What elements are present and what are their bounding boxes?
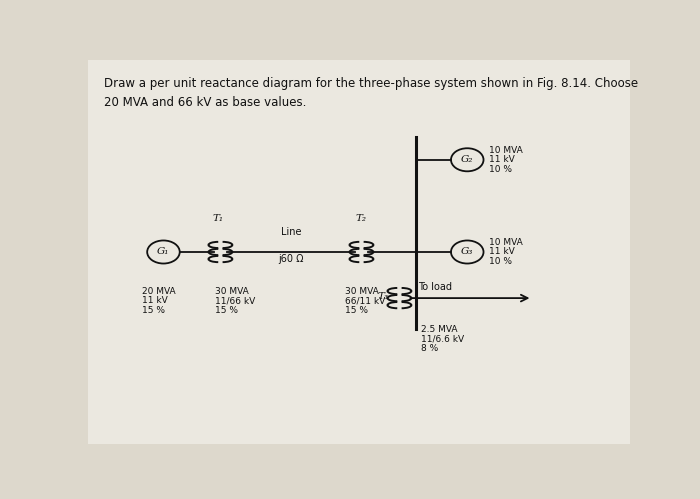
Text: 11 kV: 11 kV: [141, 296, 167, 305]
Text: G₁: G₁: [158, 248, 169, 256]
Text: 15 %: 15 %: [345, 306, 368, 315]
Text: Line: Line: [281, 227, 301, 237]
Text: G₃: G₃: [461, 248, 473, 256]
Text: 10 MVA: 10 MVA: [489, 146, 523, 155]
Text: T₁: T₁: [212, 214, 223, 223]
Text: 20 MVA: 20 MVA: [141, 286, 176, 295]
Text: j60 Ω: j60 Ω: [278, 254, 304, 264]
Text: T₂: T₂: [356, 214, 367, 223]
Text: 20 MVA and 66 kV as base values.: 20 MVA and 66 kV as base values.: [104, 96, 306, 109]
Text: 15 %: 15 %: [215, 306, 238, 315]
Text: 11/66 kV: 11/66 kV: [215, 296, 256, 305]
Text: 11/6.6 kV: 11/6.6 kV: [421, 335, 464, 344]
Text: 11 kV: 11 kV: [489, 247, 514, 256]
Text: 10 %: 10 %: [489, 257, 512, 266]
Text: 30 MVA: 30 MVA: [215, 286, 248, 295]
Text: To load: To load: [419, 282, 452, 292]
Text: Draw a per unit reactance diagram for the three-phase system shown in Fig. 8.14.: Draw a per unit reactance diagram for th…: [104, 77, 638, 90]
Text: 15 %: 15 %: [141, 306, 164, 315]
Text: T₃: T₃: [377, 292, 388, 301]
Text: 8 %: 8 %: [421, 344, 438, 353]
Text: G₂: G₂: [461, 155, 473, 164]
Text: 30 MVA: 30 MVA: [345, 286, 379, 295]
Text: 10 MVA: 10 MVA: [489, 238, 523, 247]
Text: 11 kV: 11 kV: [489, 155, 514, 164]
Text: 66/11 kV: 66/11 kV: [345, 296, 386, 305]
Text: 10 %: 10 %: [489, 165, 512, 174]
Text: 2.5 MVA: 2.5 MVA: [421, 325, 458, 334]
